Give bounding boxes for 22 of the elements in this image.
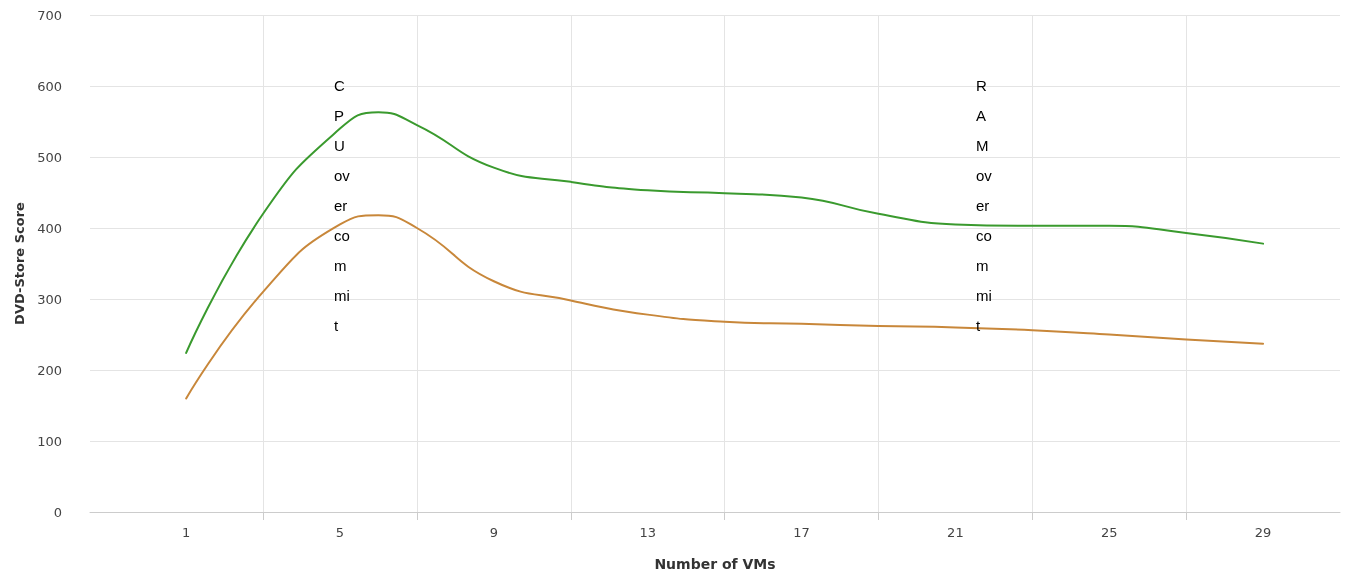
- line-series: [185, 111, 1265, 354]
- y-tick-label: 700: [37, 7, 62, 23]
- x-tick-label: 17: [793, 525, 810, 540]
- x-tick-label: 1: [182, 525, 191, 540]
- y-tick-label: 300: [37, 291, 62, 307]
- y-tick-label: 200: [37, 362, 62, 378]
- x-tick-label: 21: [947, 525, 964, 540]
- text: CPU overcommit: [334, 76, 350, 334]
- text: RAM overcommit: [976, 76, 992, 334]
- line-series: [185, 214, 1265, 400]
- x-tick-label: 25: [1100, 525, 1118, 540]
- x-tick-label: 5: [335, 525, 345, 540]
- y-tick-label: 400: [37, 220, 62, 236]
- x-tick-label: 29: [1254, 525, 1272, 540]
- y-axis-title: DVD-Store Score: [12, 201, 28, 325]
- y-tick-label: 500: [37, 149, 62, 165]
- y-tick-label: 0: [53, 504, 62, 520]
- y-tick-label: 100: [37, 433, 62, 449]
- y-tick-label: 600: [37, 78, 62, 94]
- x-axis-title: Number of VMs: [654, 556, 776, 572]
- x-tick-label: 9: [489, 525, 498, 540]
- x-tick-label: 13: [639, 525, 656, 540]
